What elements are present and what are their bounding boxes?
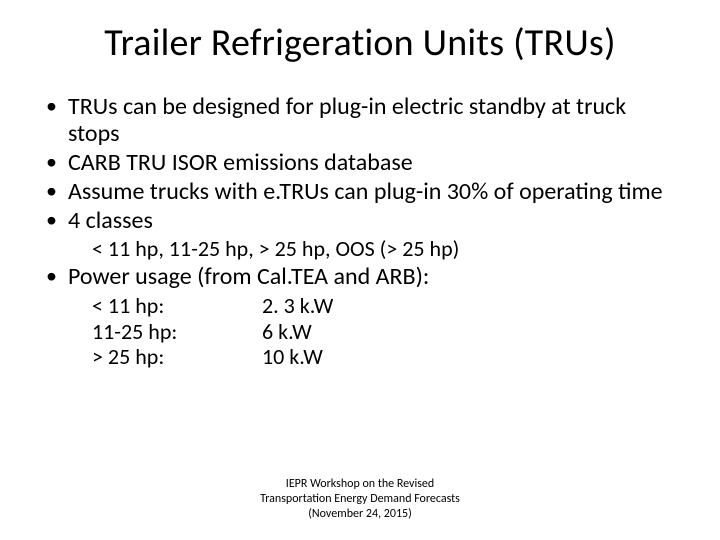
power-label: 11-25 hp: bbox=[92, 319, 262, 345]
bullet-item: 4 classes bbox=[40, 208, 680, 235]
power-row: 11-25 hp: 6 k.W bbox=[92, 319, 680, 345]
power-value: 2. 3 k.W bbox=[262, 293, 333, 319]
bullet-item: Assume trucks with e.TRUs can plug-in 30… bbox=[40, 179, 680, 206]
slide-footer: IEPR Workshop on the Revised Transportat… bbox=[0, 477, 720, 522]
bullet-item: CARB TRU ISOR emissions database bbox=[40, 150, 680, 177]
power-table: < 11 hp: 2. 3 k.W 11-25 hp: 6 k.W > 25 h… bbox=[40, 293, 680, 371]
bullet-item: TRUs can be designed for plug-in electri… bbox=[40, 94, 680, 148]
sub-bullet: < 11 hp, 11-25 hp, > 25 hp, OOS (> 25 hp… bbox=[40, 236, 680, 261]
power-row: > 25 hp: 10 k.W bbox=[92, 344, 680, 370]
power-value: 10 k.W bbox=[262, 344, 323, 370]
slide-title: Trailer Refrigeration Units (TRUs) bbox=[40, 20, 680, 66]
bullet-list-2: Power usage (from Cal.TEA and ARB): bbox=[40, 264, 680, 291]
power-label: < 11 hp: bbox=[92, 293, 262, 319]
footer-line: IEPR Workshop on the Revised bbox=[0, 477, 720, 492]
power-label: > 25 hp: bbox=[92, 344, 262, 370]
power-value: 6 k.W bbox=[262, 319, 312, 345]
bullet-item: Power usage (from Cal.TEA and ARB): bbox=[40, 264, 680, 291]
footer-line: (November 24, 2015) bbox=[0, 507, 720, 522]
power-row: < 11 hp: 2. 3 k.W bbox=[92, 293, 680, 319]
bullet-list: TRUs can be designed for plug-in electri… bbox=[40, 94, 680, 234]
footer-line: Transportation Energy Demand Forecasts bbox=[0, 492, 720, 507]
slide: Trailer Refrigeration Units (TRUs) TRUs … bbox=[0, 0, 720, 540]
